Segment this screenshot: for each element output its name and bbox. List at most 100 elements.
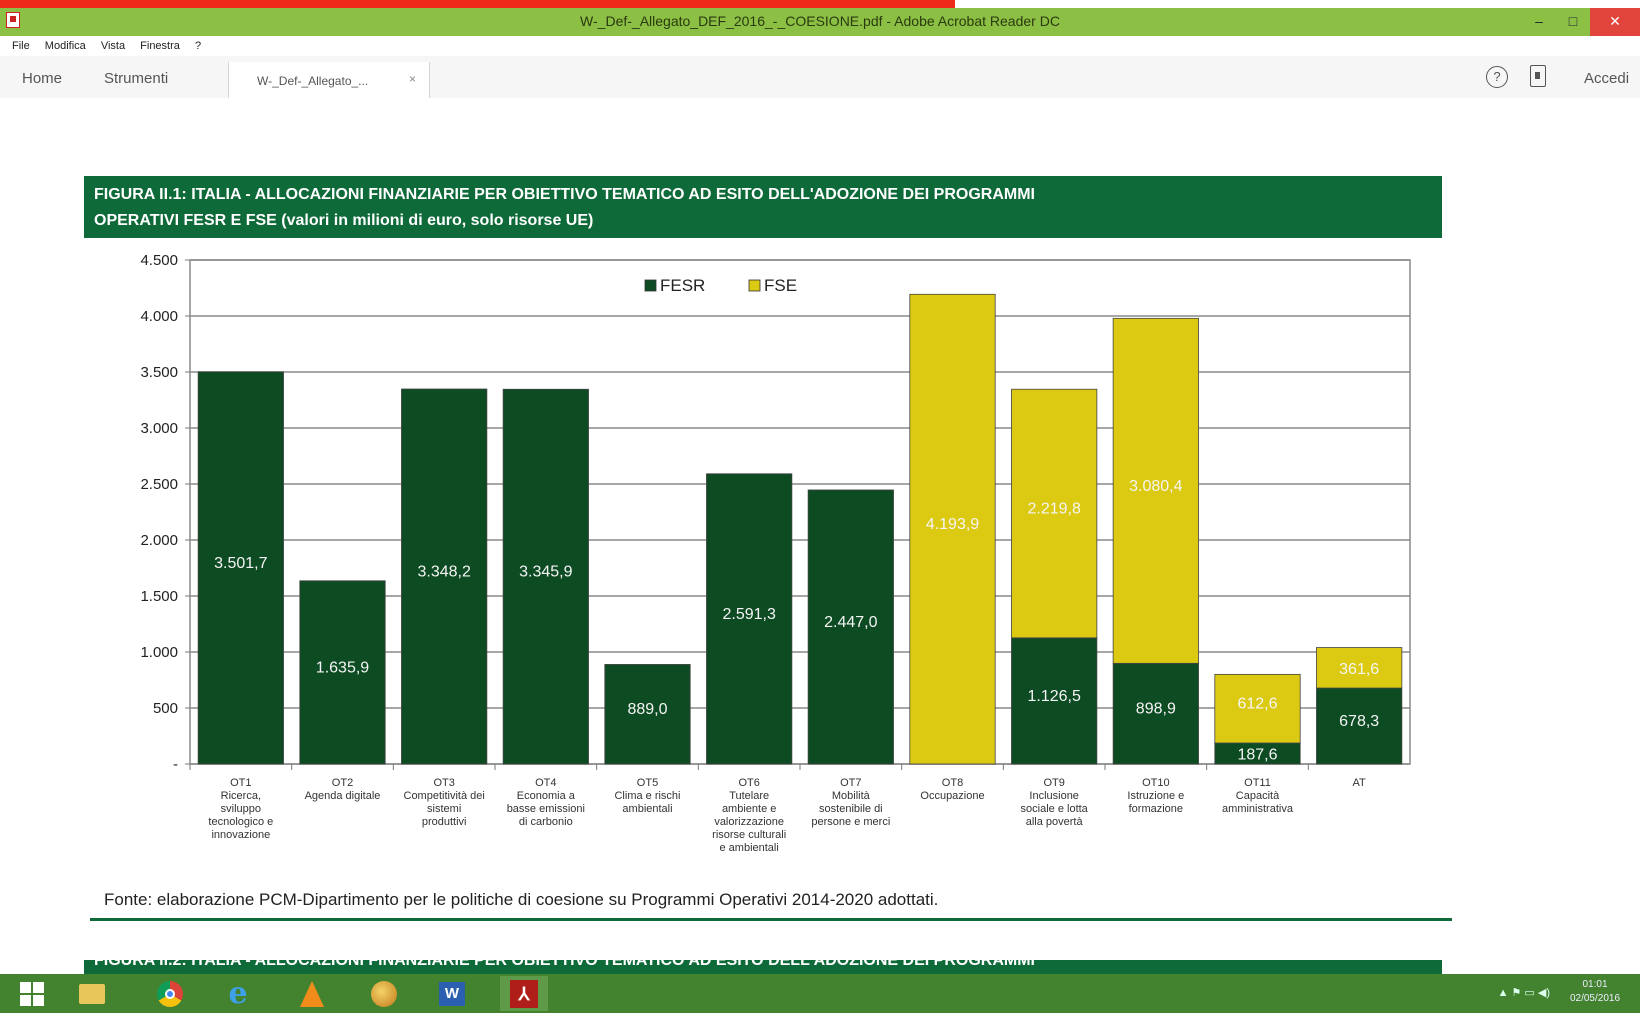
x-tick-label: sostenibile di xyxy=(819,803,883,815)
tab-bar: Home Strumenti W-_Def-_Allegato_... × ? … xyxy=(0,56,1640,99)
x-tick-label: OT9 xyxy=(1043,777,1064,789)
windows-taskbar: e W ⅄ ▲ ⚑ ▭ ◀) 01:01 02/05/2016 xyxy=(0,974,1640,1013)
bar-value-label: 612,6 xyxy=(1237,696,1277,713)
x-tick-label: Occupazione xyxy=(920,790,984,802)
y-tick-label: 1.500 xyxy=(140,588,178,605)
bar-fesr xyxy=(1011,637,1098,765)
bar-value-label: 2.591,3 xyxy=(722,606,775,623)
figure-source-note: Fonte: elaborazione PCM-Dipartimento per… xyxy=(104,890,939,909)
bar-fse xyxy=(1214,673,1301,744)
taskbar-globe-app[interactable] xyxy=(360,976,408,1011)
bar-fesr xyxy=(502,388,589,765)
tab-document[interactable]: W-_Def-_Allegato_... × xyxy=(228,62,430,98)
ie-icon: e xyxy=(228,975,248,1011)
legend-swatch-fse xyxy=(748,279,761,292)
taskbar-internet-explorer[interactable]: e xyxy=(214,976,262,1011)
x-tick-label: persone e merci xyxy=(811,816,890,828)
x-tick-label: OT8 xyxy=(942,777,963,789)
x-tick-label: Tutelare xyxy=(729,790,769,802)
taskbar-clock[interactable]: 01:01 02/05/2016 xyxy=(1556,978,1634,1006)
figure-title-line1: FIGURA II.1: ITALIA - ALLOCAZIONI FINANZ… xyxy=(94,186,1035,203)
help-icon[interactable]: ? xyxy=(1486,66,1508,88)
word-icon: W xyxy=(439,981,465,1006)
bar-value-label: 2.219,8 xyxy=(1027,501,1080,518)
taskbar-acrobat[interactable]: ⅄ xyxy=(500,976,548,1011)
x-tick-label: ambientali xyxy=(622,803,672,815)
close-button[interactable]: ✕ xyxy=(1590,8,1640,36)
bar-value-label: 1.126,5 xyxy=(1027,688,1080,705)
bar-fesr xyxy=(1316,687,1403,765)
y-tick-label: 1.000 xyxy=(140,644,178,661)
menu-vista[interactable]: Vista xyxy=(100,40,126,52)
y-tick-label: 2.000 xyxy=(140,532,178,549)
system-tray-icons[interactable]: ▲ ⚑ ▭ ◀) xyxy=(1497,987,1550,999)
x-tick-label: produttivi xyxy=(422,816,467,828)
y-tick-label: 2.500 xyxy=(140,476,178,493)
taskbar-file-explorer[interactable] xyxy=(68,976,116,1011)
next-figure-title: FIGURA II.2: ITALIA - ALLOCAZIONI FINANZ… xyxy=(84,960,1442,974)
x-tick-label: OT3 xyxy=(433,777,454,789)
bar-fesr xyxy=(1112,662,1199,765)
y-tick-label: 4.000 xyxy=(140,308,178,325)
x-tick-label: Agenda digitale xyxy=(305,790,381,802)
x-tick-label: Economia a xyxy=(517,790,576,802)
x-tick-label: OT5 xyxy=(637,777,658,789)
top-red-bar xyxy=(0,0,955,8)
menu-file[interactable]: File xyxy=(12,40,30,52)
bar-fesr xyxy=(604,664,691,765)
x-tick-label: Inclusione xyxy=(1029,790,1079,802)
bar-fesr xyxy=(299,580,386,765)
x-tick-label: OT6 xyxy=(738,777,759,789)
bar-value-label: 3.345,9 xyxy=(519,564,572,581)
maximize-button[interactable]: □ xyxy=(1568,13,1578,29)
start-button[interactable] xyxy=(8,976,56,1011)
y-tick-label: 3.500 xyxy=(140,364,178,381)
x-tick-label: OT4 xyxy=(535,777,556,789)
taskbar-chrome[interactable] xyxy=(146,976,194,1011)
x-tick-label: tecnologico e xyxy=(208,816,273,828)
window-title: W-_Def-_Allegato_DEF_2016_-_COESIONE.pdf… xyxy=(580,13,1060,29)
x-tick-label: innovazione xyxy=(211,829,270,841)
bar-value-label: 3.348,2 xyxy=(417,564,470,581)
bar-value-label: 1.635,9 xyxy=(316,659,369,676)
minimize-button[interactable]: – xyxy=(1535,13,1543,29)
menu-finestra[interactable]: Finestra xyxy=(140,40,180,52)
bar-fesr xyxy=(807,489,894,765)
tab-home[interactable]: Home xyxy=(22,70,63,87)
bar-fse xyxy=(909,293,996,765)
signin-button[interactable]: Accedi xyxy=(1584,70,1630,87)
x-tick-label: Clima e rischi xyxy=(614,790,680,802)
windows-logo-icon xyxy=(20,981,44,1006)
x-tick-label: Istruzione e xyxy=(1127,790,1184,802)
bar-fse xyxy=(1112,317,1199,664)
x-tick-label: basse emissioni xyxy=(507,803,585,815)
x-tick-label: formazione xyxy=(1129,803,1183,815)
y-tick-label: 3.000 xyxy=(140,420,178,437)
x-tick-label: ambiente e xyxy=(722,803,776,815)
bar-fesr xyxy=(197,371,284,765)
bar-value-label: 3.501,7 xyxy=(214,555,267,572)
acrobat-app-icon[interactable] xyxy=(6,12,20,28)
window-titlebar: W-_Def-_Allegato_DEF_2016_-_COESIONE.pdf… xyxy=(0,8,1640,36)
clock-time: 01:01 xyxy=(1582,979,1608,990)
x-tick-label: sistemi xyxy=(427,803,461,815)
menu-help[interactable]: ? xyxy=(194,40,202,52)
tab-document-label: W-_Def-_Allegato_... xyxy=(257,74,369,88)
mobile-link-icon[interactable] xyxy=(1530,65,1546,87)
taskbar-word[interactable]: W xyxy=(428,976,476,1011)
menu-modifica[interactable]: Modifica xyxy=(44,40,86,52)
x-tick-label: OT7 xyxy=(840,777,861,789)
x-tick-label: valorizzazione xyxy=(714,816,784,828)
bar-value-label: 361,6 xyxy=(1339,661,1379,678)
tab-tools[interactable]: Strumenti xyxy=(104,70,169,87)
menu-bar: File Modifica Vista Finestra ? xyxy=(0,36,1640,56)
pdf-page: FIGURA II.1: ITALIA - ALLOCAZIONI FINANZ… xyxy=(0,98,1640,974)
x-tick-label: Ricerca, xyxy=(221,790,261,802)
x-tick-label: Mobilità xyxy=(832,790,871,802)
tab-close-icon[interactable]: × xyxy=(409,72,417,86)
x-tick-label: OT2 xyxy=(332,777,353,789)
x-tick-label: amministrativa xyxy=(1222,803,1294,815)
taskbar-vlc[interactable] xyxy=(288,976,336,1011)
bar-fse xyxy=(1011,388,1098,639)
figure-divider xyxy=(90,918,1452,921)
